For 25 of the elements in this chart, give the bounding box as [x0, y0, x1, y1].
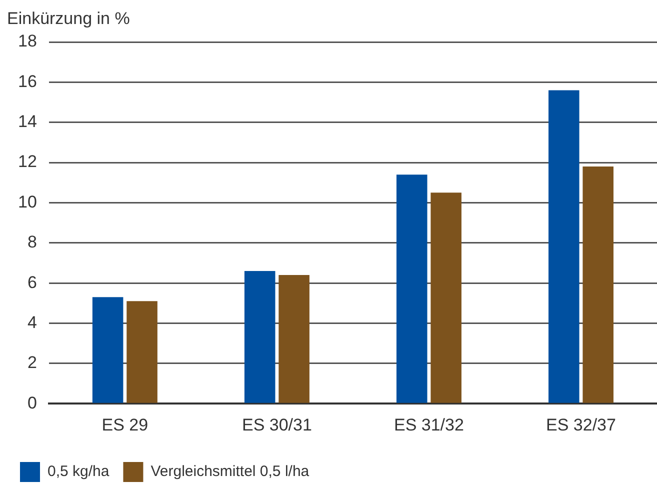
x-tick-label: ES 30/31 — [242, 415, 312, 434]
bar — [126, 301, 158, 403]
bar — [396, 174, 428, 403]
x-tick-label: ES 29 — [102, 415, 148, 434]
y-tick-label: 18 — [18, 32, 37, 51]
bar — [92, 297, 124, 403]
bar — [548, 90, 580, 403]
y-tick-label: 8 — [27, 232, 37, 252]
y-tick-label: 14 — [18, 112, 37, 132]
bar — [278, 275, 310, 403]
bar — [244, 271, 276, 403]
legend-label: 0,5 kg/ha — [48, 463, 110, 480]
y-tick-label: 0 — [27, 393, 37, 412]
bar — [430, 192, 462, 403]
legend-label: Vergleichsmittel 0,5 l/ha — [150, 463, 310, 480]
y-tick-label: 6 — [27, 272, 37, 292]
x-tick-label: ES 32/37 — [546, 415, 616, 434]
y-tick-label: 12 — [18, 152, 37, 172]
y-tick-label: 16 — [18, 72, 37, 91]
bar — [582, 166, 614, 403]
y-tick-label: 4 — [27, 312, 37, 332]
x-tick-label: ES 31/32 — [394, 415, 464, 434]
y-axis-title: Einkürzung in % — [7, 9, 130, 28]
y-tick-label: 2 — [27, 353, 37, 372]
y-tick-label: 10 — [18, 192, 37, 212]
